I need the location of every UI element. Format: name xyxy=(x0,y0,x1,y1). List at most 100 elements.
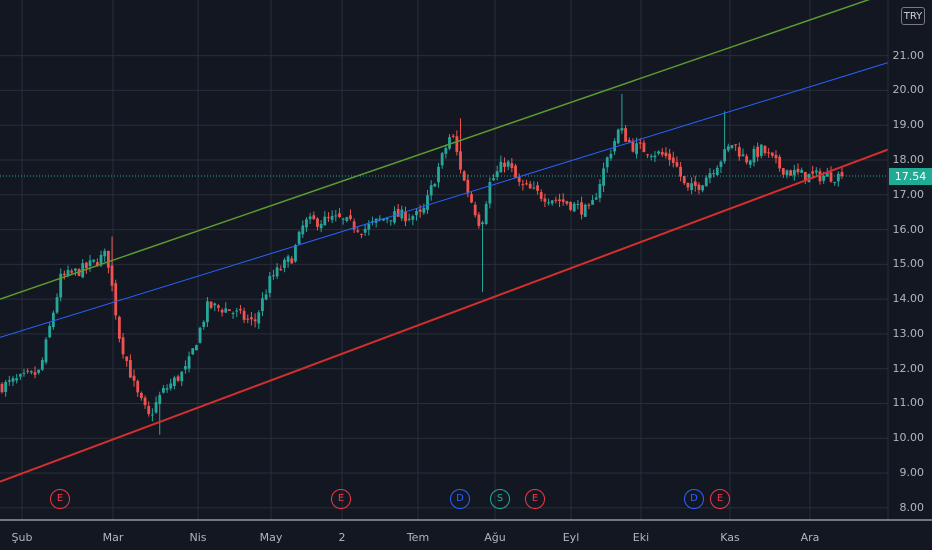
candle xyxy=(532,181,536,190)
price-tick-label: 17.00 xyxy=(892,187,925,201)
candle xyxy=(228,309,231,312)
candle xyxy=(389,220,393,226)
time-tick-label: Ağu xyxy=(484,531,506,544)
candle xyxy=(246,314,250,324)
candle xyxy=(800,167,804,174)
candle xyxy=(426,189,429,214)
price-tick-label: 14.00 xyxy=(892,292,925,306)
candle xyxy=(528,180,532,189)
candle xyxy=(653,151,657,163)
candle xyxy=(792,164,796,181)
candle xyxy=(664,147,668,159)
candle xyxy=(290,255,294,264)
time-tick-label: Eki xyxy=(632,531,650,544)
candle xyxy=(679,161,683,182)
candle xyxy=(814,167,818,177)
candle xyxy=(741,148,745,157)
candle xyxy=(415,208,418,221)
candle xyxy=(429,180,433,201)
candle xyxy=(649,153,653,161)
candle xyxy=(734,144,738,151)
dividend-event-marker[interactable]: D xyxy=(684,489,704,509)
candle xyxy=(15,373,19,384)
time-tick-label: May xyxy=(259,531,283,544)
candle xyxy=(525,179,528,186)
regression-channel xyxy=(0,0,889,483)
candle xyxy=(40,357,44,371)
earnings-event-marker[interactable]: E xyxy=(50,489,70,509)
candle xyxy=(789,169,793,176)
candle xyxy=(829,166,833,183)
candle xyxy=(723,111,727,165)
candle xyxy=(202,320,206,330)
candle xyxy=(613,138,616,155)
candle xyxy=(466,174,470,198)
candle xyxy=(319,220,323,233)
candle xyxy=(173,375,176,390)
earnings-event-marker[interactable]: E xyxy=(525,489,545,509)
earnings-event-marker[interactable]: E xyxy=(331,489,351,509)
dividend-event-marker[interactable]: D xyxy=(450,489,470,509)
candle xyxy=(767,148,771,158)
candle xyxy=(264,289,268,301)
candle xyxy=(440,151,444,169)
last-price-tag: 17.54 xyxy=(889,167,932,185)
candle xyxy=(514,163,517,178)
candle xyxy=(84,261,88,274)
time-tick-label: Kas xyxy=(720,531,740,544)
candle xyxy=(833,181,837,186)
candle xyxy=(312,211,316,220)
candle xyxy=(580,196,583,220)
candle xyxy=(411,214,415,226)
candle xyxy=(503,157,506,173)
grid-lines xyxy=(0,0,888,520)
candle xyxy=(627,137,631,144)
candle xyxy=(26,368,30,374)
candle xyxy=(763,145,767,156)
candle xyxy=(103,248,107,262)
candle xyxy=(345,216,349,223)
candle xyxy=(220,308,224,317)
time-tick-label: Eyl xyxy=(562,531,580,544)
candle xyxy=(774,150,778,164)
candle xyxy=(44,337,48,365)
candle xyxy=(605,156,609,173)
candle xyxy=(506,160,510,171)
candle xyxy=(62,270,66,280)
candle xyxy=(583,203,587,218)
candle xyxy=(11,375,15,387)
candle xyxy=(117,315,121,343)
candle xyxy=(565,200,569,206)
candle xyxy=(477,211,481,229)
candle xyxy=(539,189,543,202)
time-tick-label: Tem xyxy=(406,531,430,544)
split-event-marker[interactable]: S xyxy=(490,489,510,509)
candle xyxy=(686,182,690,191)
candle xyxy=(682,176,686,186)
candle xyxy=(708,168,712,184)
candle xyxy=(59,268,63,302)
currency-badge[interactable]: TRY xyxy=(901,7,925,25)
candle xyxy=(161,384,165,394)
candle xyxy=(521,179,525,191)
candle xyxy=(18,373,22,380)
candle xyxy=(349,209,352,221)
price-tick-label: 10.00 xyxy=(892,431,925,445)
candlestick-series xyxy=(0,93,844,435)
candle xyxy=(704,175,708,187)
earnings-event-marker[interactable]: E xyxy=(710,489,730,509)
candle xyxy=(671,151,675,168)
candle xyxy=(301,220,305,238)
candle xyxy=(488,177,492,209)
price-axis-panel[interactable] xyxy=(888,0,932,520)
candle xyxy=(756,142,760,162)
candle xyxy=(150,408,154,422)
candle xyxy=(136,379,140,397)
candle xyxy=(693,175,697,192)
candle xyxy=(139,391,143,401)
candle xyxy=(719,160,723,174)
candle xyxy=(371,216,374,226)
candle xyxy=(125,356,129,367)
candle xyxy=(484,201,488,226)
